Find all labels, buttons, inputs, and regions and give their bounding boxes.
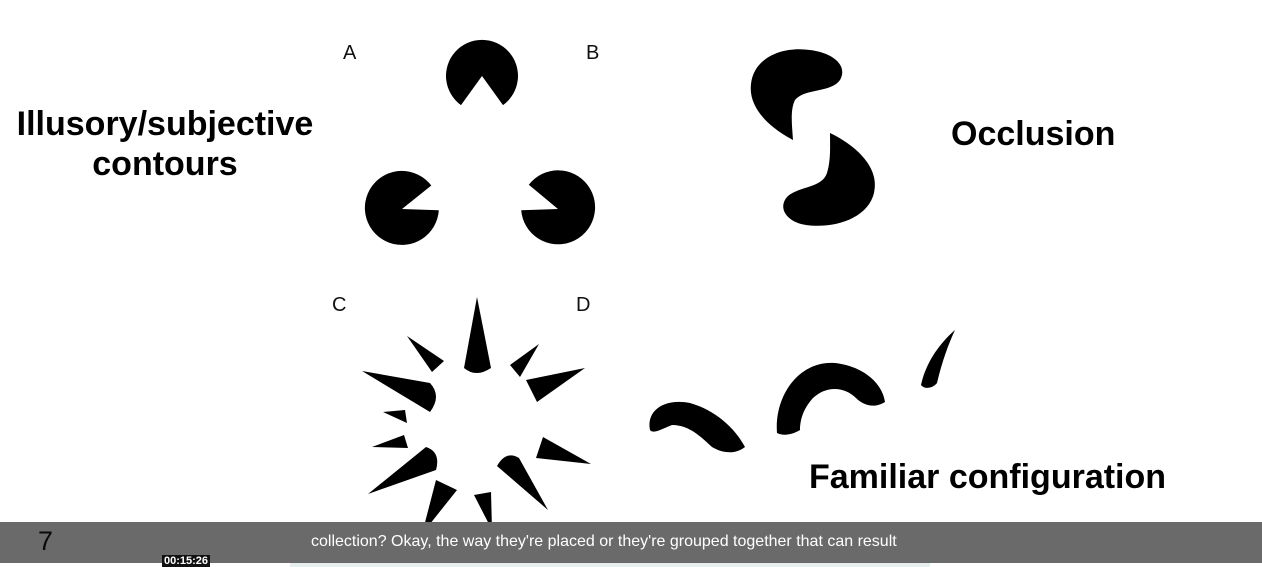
wedge: [536, 437, 591, 464]
wedge: [474, 492, 492, 530]
pacman-right: [521, 170, 596, 245]
slide-number: 7: [38, 526, 54, 556]
fragment-middle-arch: [776, 362, 885, 435]
occlusion-figure: [750, 49, 875, 226]
panel-label-c: C: [332, 294, 347, 316]
wedge: [372, 435, 408, 448]
illusory-heading-line1: Illusory/subjective: [16, 105, 314, 143]
familiar-configuration-figure: [649, 330, 955, 453]
pacman-top: [446, 39, 518, 106]
illusory-heading-line2: contours: [92, 145, 238, 183]
wedge: [510, 344, 539, 377]
wedge: [526, 368, 585, 402]
pacman-left: [364, 170, 439, 245]
wedge: [362, 371, 436, 412]
illusory-contours-heading: Illusory/subjective contours: [5, 104, 325, 184]
wedge: [407, 336, 444, 372]
wedge: [422, 480, 457, 534]
wedge: [497, 455, 548, 510]
wedge: [383, 410, 407, 423]
video-timestamp: 00:15:26: [162, 555, 211, 567]
panel-label-d: D: [576, 294, 591, 316]
occluded-shape-top: [750, 49, 843, 140]
wedge-star-figure: [362, 297, 591, 534]
fragment-left-arc: [649, 401, 745, 453]
fragment-right-sliver: [921, 330, 955, 388]
panel-label-b: B: [586, 42, 600, 64]
familiar-configuration-heading: Familiar configuration: [809, 458, 1167, 496]
wedge: [368, 447, 438, 494]
occluded-shape-bottom: [783, 133, 875, 226]
next-slide-peek: [290, 563, 930, 567]
kanizsa-figure: [364, 39, 596, 245]
wedge: [464, 297, 491, 373]
caption-bar: 7 collection? Okay, the way they're plac…: [0, 522, 1262, 563]
panel-label-a: A: [343, 42, 357, 64]
occlusion-heading: Occlusion: [951, 115, 1116, 153]
subtitle-caption: collection? Okay, the way they're placed…: [311, 533, 897, 550]
